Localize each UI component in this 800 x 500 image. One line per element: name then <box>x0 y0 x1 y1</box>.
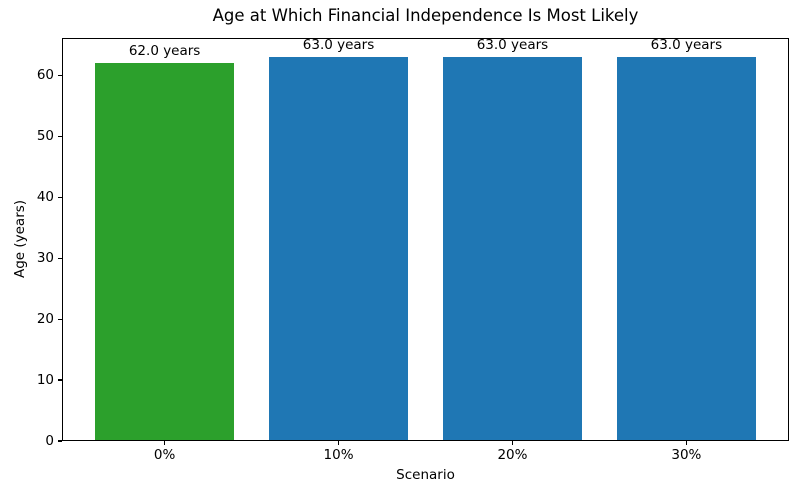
y-tick-mark <box>57 135 62 137</box>
y-tick-label: 30 <box>36 250 54 267</box>
y-tick-label: 0 <box>45 433 54 449</box>
y-tick-mark <box>57 196 62 198</box>
y-tick-mark <box>57 257 62 259</box>
y-tick-label: 50 <box>36 128 54 145</box>
y-tick-label: 40 <box>36 189 54 206</box>
y-axis-label: Age (years) <box>12 199 28 279</box>
y-tick-mark <box>57 440 62 442</box>
x-tick-label: 0% <box>153 447 176 463</box>
bar-value-label: 63.0 years <box>650 37 723 54</box>
x-tick-label: 10% <box>323 447 354 463</box>
y-tick-mark <box>57 74 62 77</box>
chart-title: Age at Which Financial Independence Is M… <box>212 6 639 25</box>
bar-value-label: 62.0 years <box>128 43 201 60</box>
bar-value-label: 63.0 years <box>302 37 375 54</box>
x-axis-label: Scenario <box>396 467 455 483</box>
x-tick-mark <box>337 441 340 445</box>
bar <box>95 63 235 440</box>
x-tick-mark <box>164 441 166 445</box>
x-tick-mark <box>511 441 514 445</box>
y-tick-mark <box>57 379 62 381</box>
bar <box>616 57 756 440</box>
x-tick-mark <box>685 441 687 445</box>
x-tick-label: 30% <box>671 447 702 463</box>
bar-value-label: 63.0 years <box>476 37 549 54</box>
bar <box>442 57 583 440</box>
x-tick-label: 20% <box>497 447 528 463</box>
y-tick-label: 10 <box>36 372 54 389</box>
bar <box>268 57 409 440</box>
y-tick-label: 60 <box>36 67 54 84</box>
y-tick-mark <box>57 318 62 320</box>
y-tick-label: 20 <box>36 311 54 328</box>
